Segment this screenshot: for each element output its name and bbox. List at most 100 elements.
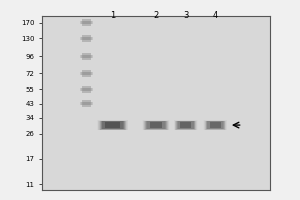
Bar bbox=[83, 72, 90, 75]
Bar bbox=[175, 121, 196, 130]
Bar bbox=[82, 19, 91, 26]
Bar bbox=[82, 72, 91, 75]
Bar bbox=[207, 121, 223, 129]
Bar bbox=[82, 100, 91, 107]
Bar bbox=[81, 88, 92, 91]
Bar bbox=[101, 121, 124, 129]
Bar bbox=[80, 37, 93, 40]
Bar bbox=[80, 72, 93, 75]
Bar bbox=[82, 88, 90, 91]
Bar bbox=[81, 102, 92, 105]
Bar bbox=[83, 21, 90, 24]
Bar bbox=[82, 55, 90, 58]
Bar bbox=[80, 88, 93, 91]
Bar bbox=[205, 121, 226, 130]
Bar bbox=[81, 21, 92, 24]
Bar bbox=[82, 37, 90, 40]
Bar bbox=[82, 102, 91, 105]
Bar bbox=[203, 120, 227, 130]
Bar bbox=[204, 121, 226, 130]
Bar bbox=[42, 16, 270, 190]
Bar bbox=[177, 121, 194, 129]
Bar bbox=[83, 37, 90, 40]
Bar bbox=[82, 35, 91, 42]
Bar bbox=[206, 121, 225, 129]
Bar bbox=[81, 102, 92, 105]
Bar bbox=[82, 21, 91, 24]
Bar bbox=[83, 55, 90, 58]
Bar bbox=[80, 37, 93, 40]
Bar bbox=[81, 37, 92, 40]
Bar bbox=[80, 55, 93, 58]
Bar bbox=[174, 120, 198, 130]
Bar bbox=[80, 102, 93, 105]
Bar bbox=[144, 121, 168, 130]
Bar bbox=[207, 121, 224, 129]
Bar bbox=[206, 121, 224, 129]
Bar bbox=[98, 120, 127, 130]
Text: 4: 4 bbox=[213, 11, 218, 20]
Bar bbox=[82, 88, 91, 91]
Bar bbox=[83, 88, 90, 91]
Bar bbox=[102, 121, 123, 129]
Bar bbox=[82, 55, 91, 58]
Bar bbox=[147, 121, 165, 129]
Bar bbox=[98, 121, 127, 130]
Bar bbox=[82, 102, 90, 105]
Bar bbox=[206, 121, 225, 130]
Bar bbox=[81, 21, 92, 24]
Bar bbox=[82, 86, 91, 93]
Bar bbox=[142, 120, 170, 130]
Bar bbox=[143, 120, 169, 130]
Bar bbox=[82, 37, 91, 40]
Bar bbox=[146, 121, 166, 129]
Bar bbox=[82, 70, 91, 77]
Bar bbox=[83, 102, 90, 105]
Bar bbox=[82, 72, 91, 75]
Bar bbox=[81, 72, 92, 75]
Bar bbox=[81, 88, 92, 91]
Bar bbox=[82, 72, 90, 75]
Bar bbox=[146, 121, 167, 129]
Bar bbox=[82, 53, 91, 60]
Bar bbox=[176, 121, 195, 130]
Bar bbox=[80, 55, 93, 58]
Bar bbox=[82, 21, 90, 24]
Bar bbox=[100, 121, 126, 130]
Bar bbox=[99, 121, 126, 130]
Bar bbox=[81, 55, 92, 58]
Bar bbox=[80, 102, 93, 105]
Bar bbox=[82, 37, 91, 40]
Bar bbox=[80, 72, 93, 75]
Bar bbox=[102, 121, 124, 129]
Bar bbox=[82, 55, 91, 58]
Bar bbox=[143, 121, 169, 130]
Bar bbox=[210, 122, 221, 128]
Text: 1: 1 bbox=[110, 11, 115, 20]
Bar bbox=[180, 122, 191, 128]
Bar bbox=[176, 121, 195, 129]
Bar bbox=[101, 121, 125, 129]
Bar bbox=[81, 37, 92, 40]
Bar bbox=[80, 21, 93, 24]
Bar bbox=[80, 21, 93, 24]
Bar bbox=[150, 122, 162, 128]
Bar bbox=[146, 121, 166, 129]
Text: 2: 2 bbox=[153, 11, 159, 20]
Bar bbox=[144, 121, 168, 130]
Bar bbox=[178, 121, 194, 129]
Bar bbox=[82, 102, 91, 105]
Bar bbox=[177, 121, 194, 129]
Bar bbox=[100, 121, 125, 130]
Bar bbox=[80, 88, 93, 91]
Bar bbox=[97, 120, 128, 130]
Bar bbox=[176, 121, 196, 130]
Text: 3: 3 bbox=[183, 11, 188, 20]
Bar bbox=[81, 72, 92, 75]
Bar bbox=[106, 122, 120, 128]
Bar bbox=[204, 120, 227, 130]
Bar bbox=[205, 121, 226, 130]
Bar bbox=[82, 21, 91, 24]
Bar bbox=[81, 55, 92, 58]
Bar bbox=[145, 121, 167, 130]
